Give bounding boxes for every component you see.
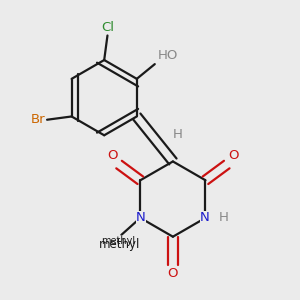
Text: methyl: methyl xyxy=(114,237,119,238)
Text: Br: Br xyxy=(31,113,45,126)
Text: O: O xyxy=(107,149,117,162)
Text: methyl: methyl xyxy=(120,235,125,236)
Text: methyl: methyl xyxy=(116,238,121,239)
Text: O: O xyxy=(168,267,178,280)
Text: N: N xyxy=(200,212,210,224)
Text: Cl: Cl xyxy=(101,21,114,34)
Text: methyl: methyl xyxy=(117,236,122,238)
Text: H: H xyxy=(173,128,183,141)
Text: N: N xyxy=(136,212,146,224)
Text: HO: HO xyxy=(158,49,178,62)
Text: H: H xyxy=(219,212,229,224)
Text: O: O xyxy=(228,149,239,162)
Text: methyl: methyl xyxy=(116,236,121,237)
Text: methyl: methyl xyxy=(101,236,135,246)
Text: methyl: methyl xyxy=(99,238,140,250)
